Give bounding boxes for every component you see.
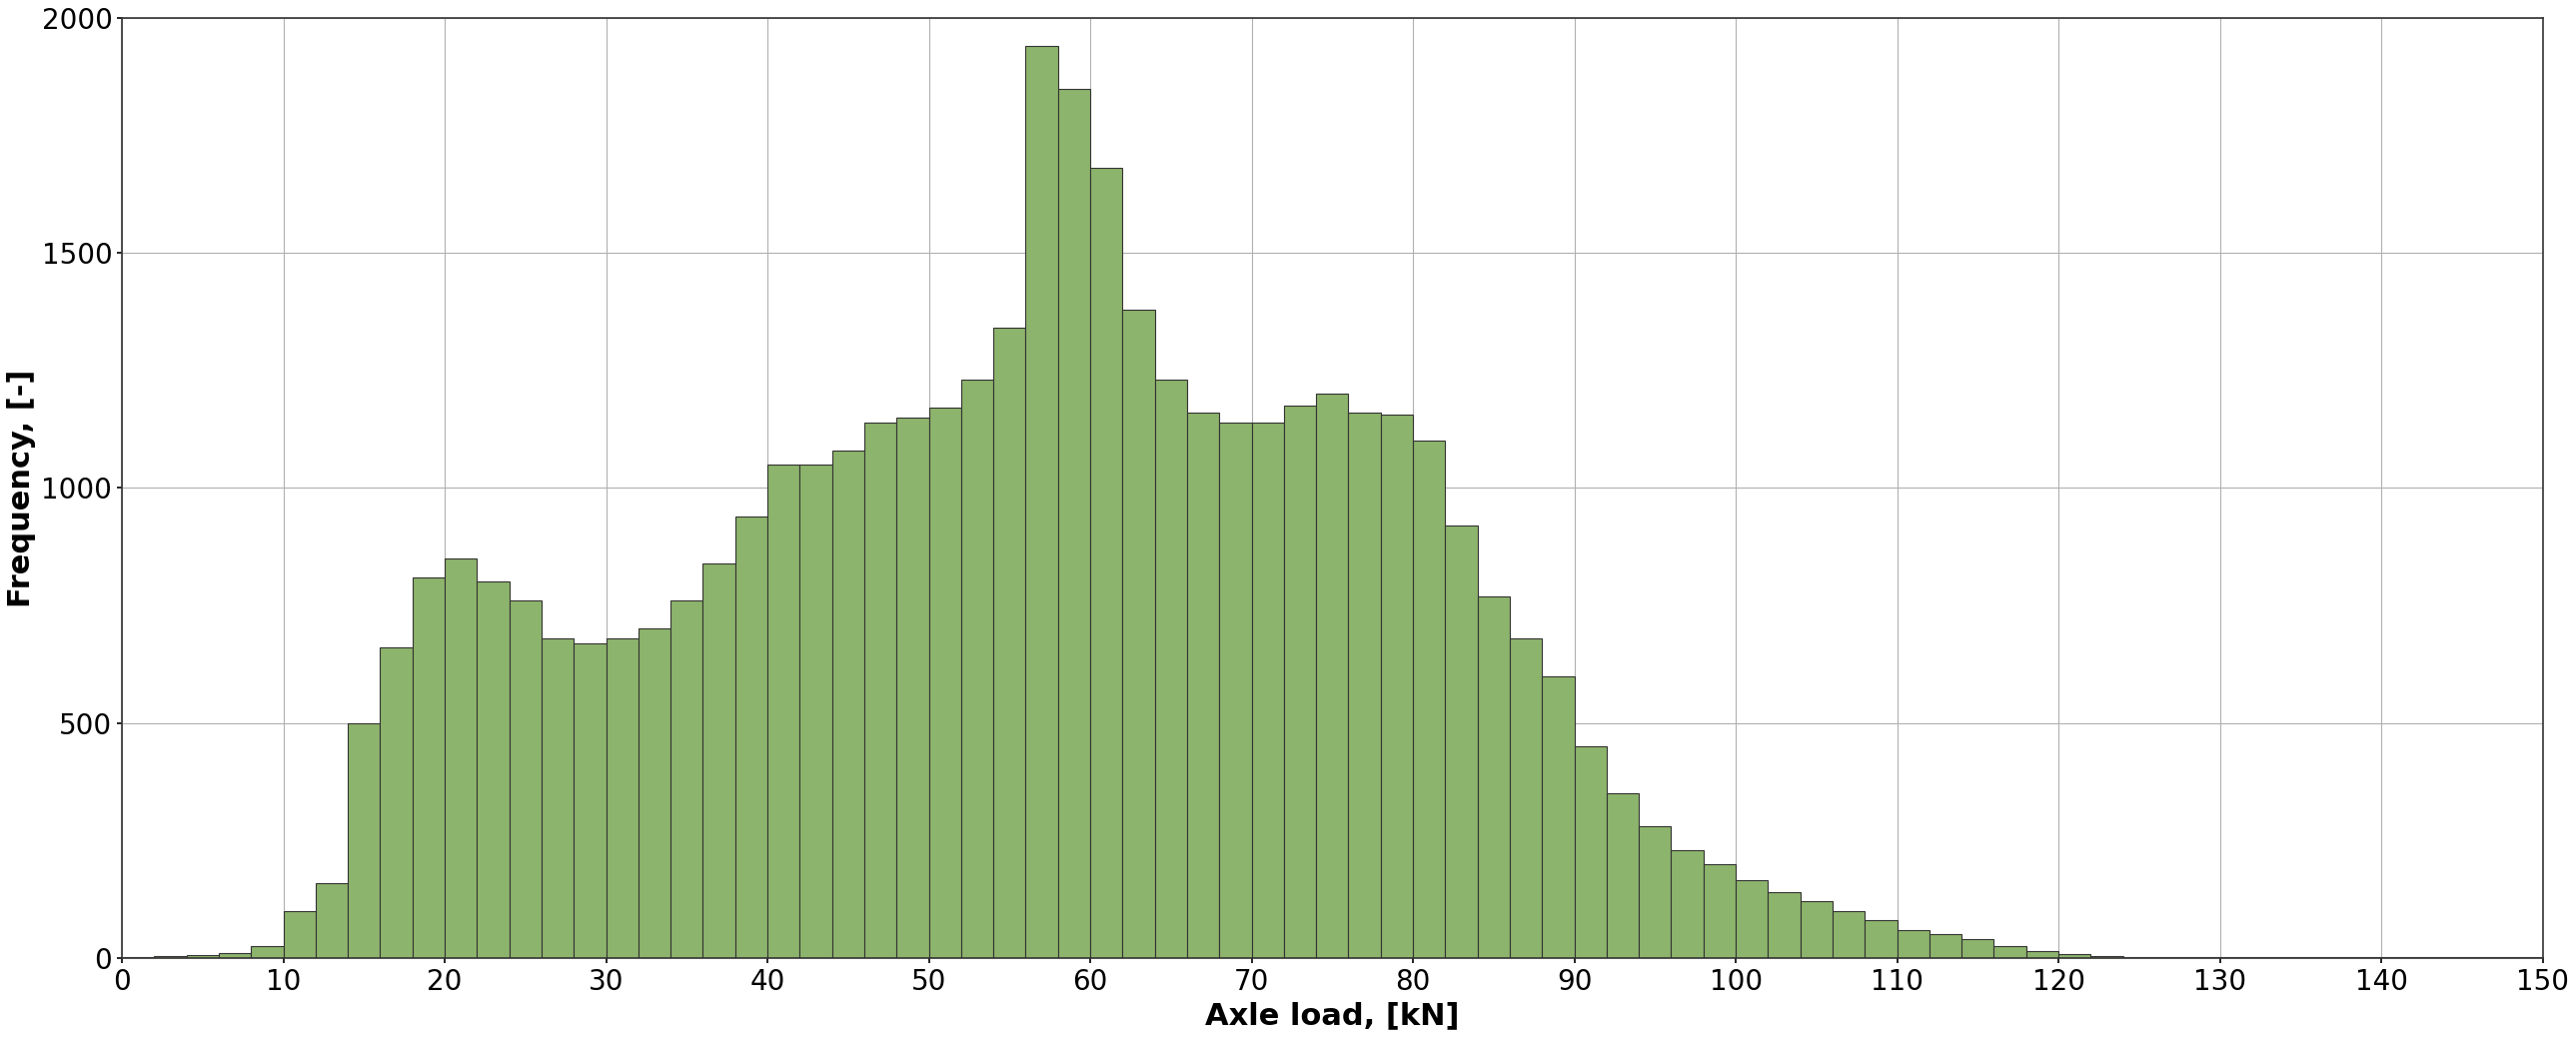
Bar — [155, 956, 185, 958]
Bar — [1479, 596, 1510, 958]
Bar — [219, 953, 250, 958]
Bar — [1154, 380, 1188, 958]
Bar — [1059, 88, 1090, 958]
Bar — [1929, 934, 1963, 958]
Bar — [2058, 954, 2092, 958]
Bar — [1896, 929, 1929, 958]
Bar — [734, 516, 768, 958]
Bar — [1218, 422, 1252, 958]
Bar — [1736, 880, 1767, 958]
Bar — [2027, 951, 2058, 958]
Bar — [703, 563, 734, 958]
Bar — [832, 450, 866, 958]
Bar — [994, 328, 1025, 958]
Bar — [1703, 864, 1736, 958]
Bar — [348, 723, 381, 958]
Bar — [639, 628, 670, 958]
Bar — [1963, 940, 1994, 958]
Bar — [670, 600, 703, 958]
Bar — [1994, 946, 2027, 958]
Bar — [1672, 849, 1703, 958]
Y-axis label: Frequency, [-]: Frequency, [-] — [8, 369, 36, 607]
Bar — [1188, 413, 1218, 958]
Bar — [768, 465, 799, 958]
Bar — [250, 946, 283, 958]
Bar — [961, 380, 994, 958]
Bar — [1832, 910, 1865, 958]
Bar — [1381, 415, 1414, 958]
Bar — [1801, 901, 1832, 958]
Bar — [446, 558, 477, 958]
Bar — [1252, 422, 1283, 958]
Bar — [1574, 747, 1607, 958]
Bar — [283, 910, 317, 958]
Bar — [1865, 920, 1896, 958]
Bar — [799, 465, 832, 958]
Bar — [1445, 526, 1479, 958]
Bar — [510, 600, 541, 958]
Bar — [1543, 676, 1574, 958]
Bar — [1347, 413, 1381, 958]
Bar — [574, 643, 605, 958]
Bar — [605, 639, 639, 958]
Bar — [1316, 394, 1347, 958]
Bar — [1123, 309, 1154, 958]
Bar — [866, 422, 896, 958]
Bar — [541, 639, 574, 958]
Bar — [1638, 826, 1672, 958]
Bar — [185, 955, 219, 958]
Bar — [477, 582, 510, 958]
Bar — [1607, 793, 1638, 958]
Bar — [317, 882, 348, 958]
Bar — [1414, 441, 1445, 958]
Bar — [2092, 956, 2123, 958]
Bar — [1283, 405, 1316, 958]
X-axis label: Axle load, [kN]: Axle load, [kN] — [1206, 1001, 1461, 1030]
Bar — [381, 648, 412, 958]
Bar — [1767, 892, 1801, 958]
Bar — [1025, 46, 1059, 958]
Bar — [1510, 639, 1543, 958]
Bar — [412, 578, 446, 958]
Bar — [896, 418, 930, 958]
Bar — [930, 408, 961, 958]
Bar — [1090, 168, 1123, 958]
